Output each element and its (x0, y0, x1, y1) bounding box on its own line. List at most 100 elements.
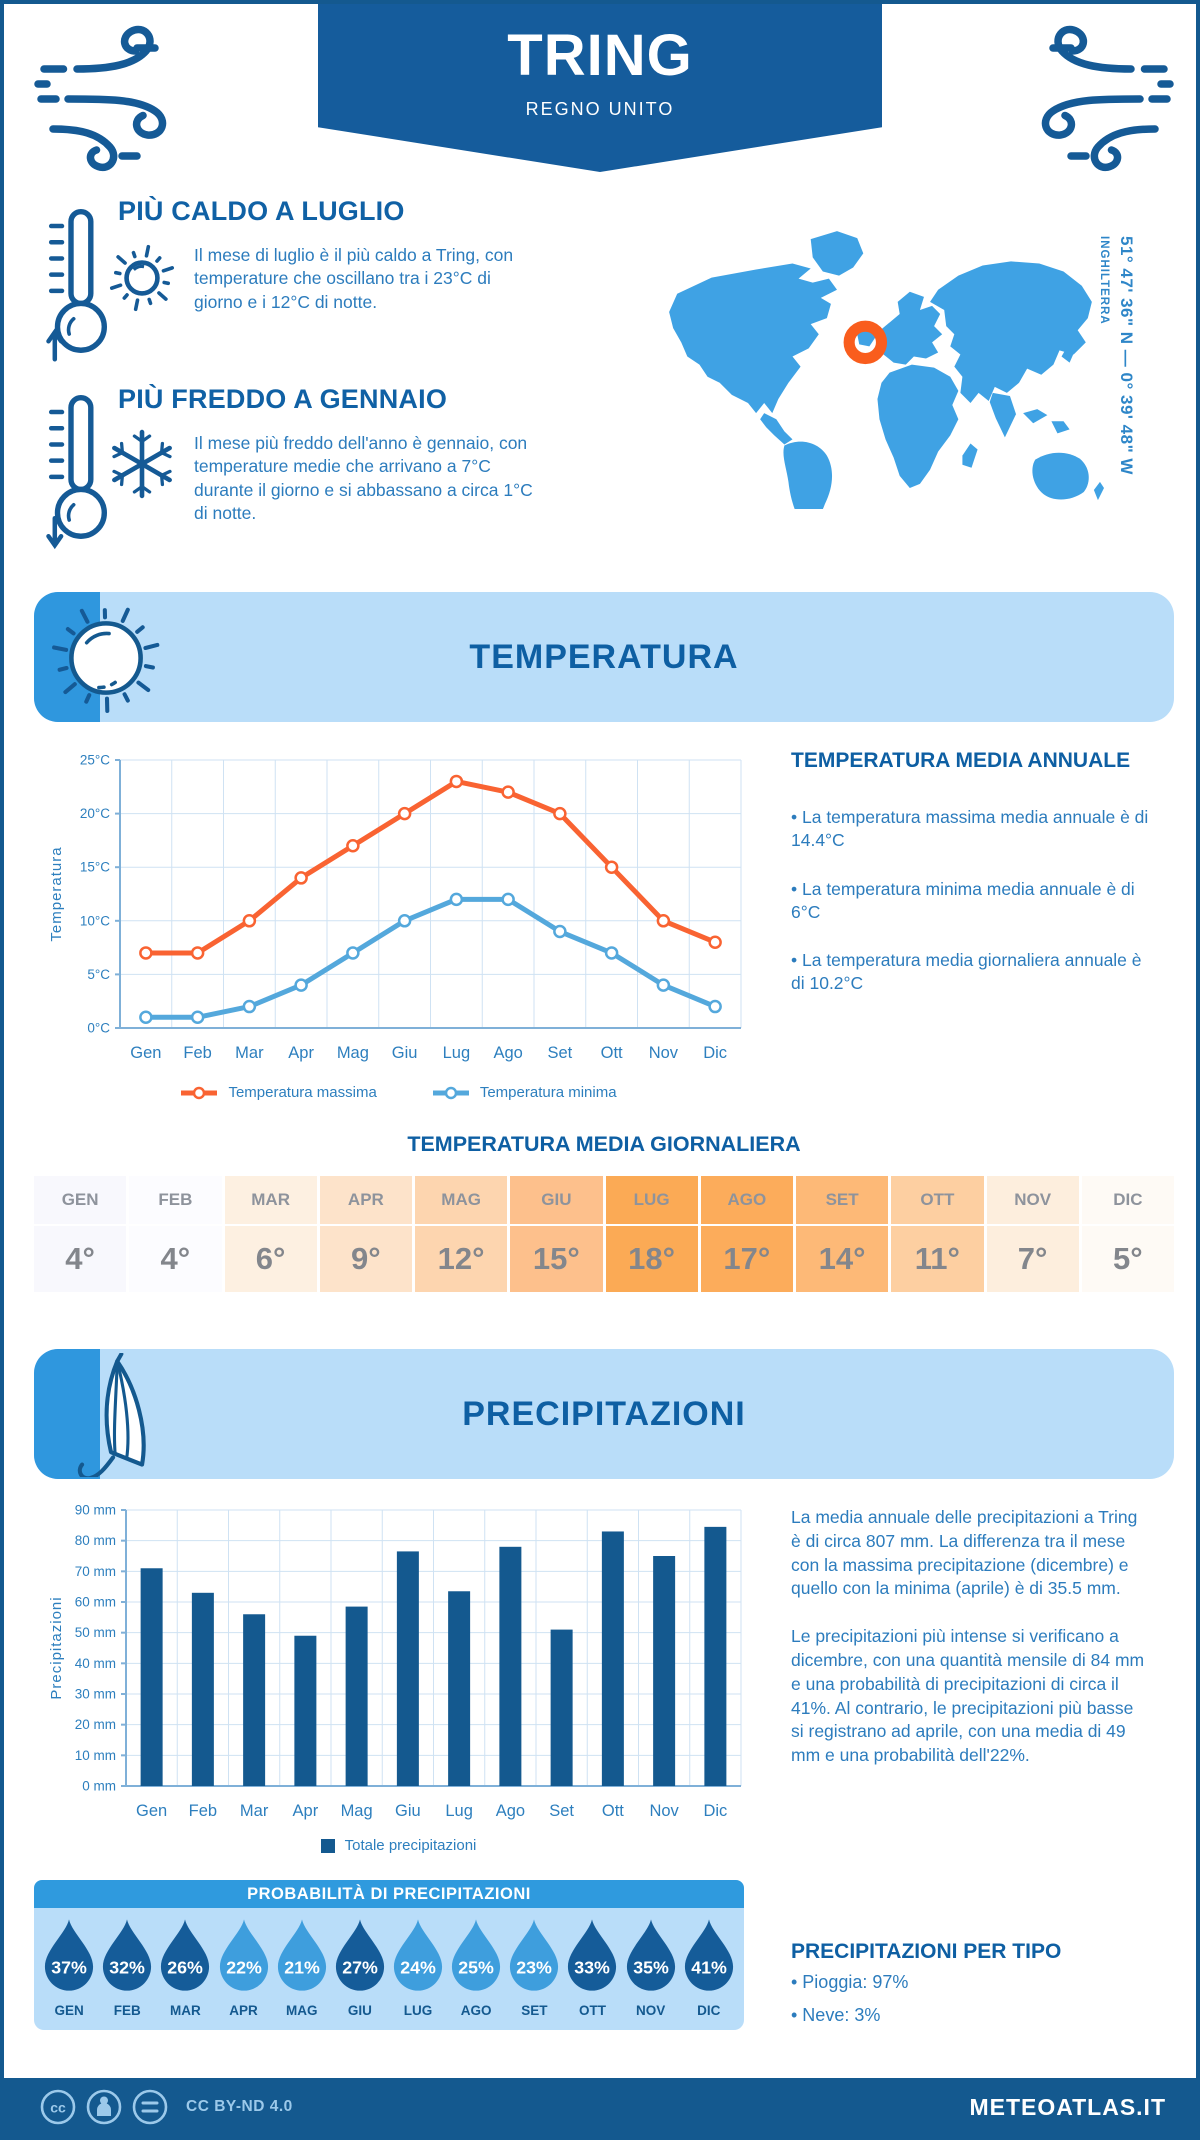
svg-text:Ott: Ott (601, 1044, 623, 1062)
svg-text:10 mm: 10 mm (75, 1748, 116, 1763)
temperature-section-title: TEMPERATURA (469, 638, 739, 676)
droplet-icon: 22% (219, 1919, 268, 1991)
svg-text:Nov: Nov (649, 1044, 679, 1062)
droplet-icon: 25% (452, 1919, 501, 1991)
highlight-warm-title: PIÙ CALDO A LUGLIO (118, 196, 405, 226)
droplet-month-label: APR (229, 2003, 258, 2018)
highlight-warm-text: Il mese di luglio è il più caldo a Tring… (194, 245, 514, 312)
svg-text:Precipitazioni: Precipitazioni (48, 1596, 65, 1699)
precipitation-types-title: PRECIPITAZIONI PER TIPO (791, 1940, 1062, 1963)
daily-temp-value: 6° (224, 1226, 317, 1292)
daily-temp-month: AGO (700, 1176, 793, 1224)
droplet-month-label: OTT (578, 2003, 606, 2018)
daily-temp-value: 7° (986, 1226, 1079, 1292)
svg-text:10°C: 10°C (80, 913, 110, 928)
site-label: METEOATLAS.IT (969, 2093, 1166, 2120)
daily-temp-value: 5° (1081, 1226, 1174, 1292)
daily-temp-column: MAG 12° (415, 1176, 508, 1292)
droplet-month-label: DIC (697, 2003, 721, 2018)
svg-text:Ago: Ago (496, 1802, 525, 1820)
svg-text:Gen: Gen (130, 1044, 161, 1062)
annual-bullet: • La temperatura media giornaliera annua… (791, 950, 1142, 994)
precip-bar (140, 1568, 163, 1786)
precipitation-paragraph: Le precipitazioni più intense si verific… (791, 1626, 1145, 1766)
precipitation-paragraph: La media annuale delle precipitazioni a … (791, 1507, 1138, 1599)
svg-text:Gen: Gen (136, 1802, 167, 1820)
svg-text:cc: cc (50, 2100, 66, 2116)
precipitation-chart-legend: Totale precipitazioni (46, 1837, 751, 1854)
svg-text:0°C: 0°C (87, 1021, 110, 1036)
droplet-month-label: MAG (285, 2003, 318, 2018)
header-banner: TRING REGNO UNITO (318, 4, 882, 172)
daily-temp-month: APR (319, 1176, 412, 1224)
daily-temp-column: NOV 7° (986, 1176, 1079, 1292)
precipitation-types-list: • Pioggia: 97% • Neve: 3% (791, 1972, 908, 2038)
daily-temp-value: 17° (700, 1226, 793, 1292)
droplet-month-label: AGO (460, 2003, 492, 2018)
precipitation-section-banner: PRECIPITAZIONI (34, 1349, 1174, 1479)
wind-swirl-icon (1041, 25, 1174, 172)
highlight-cold-text: Il mese più freddo dell'anno è gennaio, … (194, 433, 533, 524)
daily-temp-column: FEB 4° (129, 1176, 222, 1292)
snowflake-icon (112, 429, 172, 499)
annual-bullet: • La temperatura massima media annuale è… (791, 807, 1149, 851)
svg-text:33%: 33% (575, 1957, 611, 1977)
droplet-icon: 27% (335, 1919, 384, 1991)
sun-banner-icon (52, 607, 160, 713)
svg-text:32%: 32% (109, 1957, 145, 1977)
svg-text:22%: 22% (226, 1957, 262, 1977)
probability-droplet: 23% SET (507, 1918, 561, 2018)
svg-text:20 mm: 20 mm (75, 1717, 116, 1732)
svg-text:26%: 26% (168, 1957, 204, 1977)
droplet-icon: 37% (45, 1919, 94, 1991)
coordinates-label: 51° 47' 36" N — 0° 39' 48" W (1117, 236, 1136, 475)
cc-license-icons: cc (40, 2089, 168, 2125)
svg-text:Mar: Mar (235, 1044, 264, 1062)
svg-text:Giu: Giu (395, 1802, 421, 1820)
svg-text:Mar: Mar (240, 1802, 269, 1820)
umbrella-icon (77, 1353, 146, 1477)
svg-text:Lug: Lug (443, 1044, 471, 1062)
annual-bullet: • La temperatura minima media annuale è … (791, 878, 1135, 922)
probability-droplet: 26% MAR (158, 1918, 212, 2018)
location-marker (843, 320, 888, 365)
droplet-month-label: GIU (347, 2003, 372, 2018)
svg-text:Giu: Giu (392, 1044, 418, 1062)
daily-temp-column: SET 14° (796, 1176, 889, 1292)
daily-temp-month: SET (796, 1176, 889, 1224)
precipitation-type-item: • Pioggia: 97% (791, 1972, 909, 1992)
precip-bar (294, 1635, 317, 1786)
daily-temp-column: MAR 6° (224, 1176, 317, 1292)
svg-text:24%: 24% (400, 1957, 436, 1977)
daily-temp-column: APR 9° (319, 1176, 412, 1292)
temperature-chart-legend: Temperatura massima Temperatura minima (46, 1084, 751, 1101)
probability-droplet: 37% GEN (42, 1918, 96, 2018)
precip-bar (345, 1606, 368, 1786)
droplet-icon: 33% (568, 1919, 617, 1991)
precip-bar (601, 1531, 624, 1786)
svg-text:Apr: Apr (293, 1802, 319, 1820)
svg-text:Dic: Dic (703, 1044, 727, 1062)
daily-temp-column: GIU 15° (510, 1176, 603, 1292)
probability-droplet: 41% DIC (682, 1918, 736, 2018)
daily-temp-value: 14° (796, 1226, 889, 1292)
annual-temperature-bullets: • La temperatura massima media annuale è… (791, 806, 1151, 1021)
daily-temp-value: 9° (319, 1226, 412, 1292)
svg-text:0 mm: 0 mm (82, 1779, 116, 1794)
daily-temp-month: NOV (986, 1176, 1079, 1224)
svg-text:Nov: Nov (649, 1802, 679, 1820)
svg-text:5°C: 5°C (87, 967, 110, 982)
svg-text:70 mm: 70 mm (75, 1564, 116, 1579)
droplet-month-label: LUG (403, 2003, 433, 2018)
droplet-icon: 35% (626, 1919, 675, 1991)
svg-text:25%: 25% (458, 1957, 494, 1977)
daily-temp-column: DIC 5° (1081, 1176, 1174, 1292)
svg-text:40 mm: 40 mm (75, 1656, 116, 1671)
daily-temp-column: AGO 17° (700, 1176, 793, 1292)
droplet-month-label: MAR (170, 2003, 201, 2018)
probability-droplet: 33% OTT (565, 1918, 619, 2018)
wind-swirl-icon (34, 25, 167, 172)
precip-bar (704, 1526, 727, 1786)
droplet-month-label: SET (521, 2003, 548, 2018)
daily-temp-month: GEN (34, 1176, 127, 1224)
